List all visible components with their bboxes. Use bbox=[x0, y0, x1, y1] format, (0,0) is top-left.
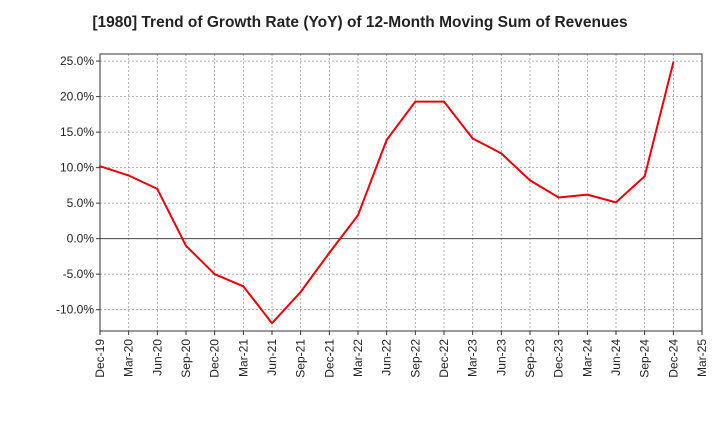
x-tick-label: Dec-22 bbox=[437, 339, 451, 378]
data-point bbox=[643, 175, 646, 178]
data-point bbox=[127, 174, 130, 177]
x-tick-label: Jun-24 bbox=[609, 339, 623, 376]
x-tick-label: Sep-24 bbox=[638, 339, 652, 378]
data-point bbox=[500, 152, 503, 155]
y-tick-label: 5.0% bbox=[67, 196, 95, 210]
data-point bbox=[99, 165, 101, 168]
plot-frame bbox=[99, 53, 703, 332]
data-point bbox=[156, 187, 159, 190]
x-tick-label: Jun-23 bbox=[494, 339, 508, 376]
x-tick-label: Dec-21 bbox=[322, 339, 336, 378]
data-point bbox=[471, 137, 474, 140]
x-tick-label: Jun-20 bbox=[150, 339, 164, 376]
data-point bbox=[385, 138, 388, 141]
data-point bbox=[213, 273, 216, 276]
data-point bbox=[242, 285, 245, 288]
data-point bbox=[586, 193, 589, 196]
data-point bbox=[357, 214, 359, 217]
grid-layer bbox=[100, 54, 702, 331]
x-tick-label: Dec-24 bbox=[666, 339, 680, 378]
series-layer bbox=[99, 61, 675, 325]
x-tick-label: Dec-23 bbox=[552, 339, 566, 378]
x-tick-label: Mar-24 bbox=[580, 339, 594, 377]
x-tick-label: Sep-21 bbox=[294, 339, 308, 378]
x-tick-label: Jun-22 bbox=[380, 339, 394, 376]
x-tick-label: Mar-25 bbox=[695, 339, 709, 377]
chart-title: [1980] Trend of Growth Rate (YoY) of 12-… bbox=[92, 14, 628, 31]
y-tick-label: 0.0% bbox=[67, 232, 95, 246]
x-tick-label: Sep-20 bbox=[179, 339, 193, 378]
series-line bbox=[99, 62, 675, 325]
x-tick-label: Sep-22 bbox=[408, 339, 422, 378]
x-tick-label: Jun-21 bbox=[265, 339, 279, 376]
y-tick-label: 10.0% bbox=[60, 161, 94, 175]
y-tick-label: 20.0% bbox=[60, 90, 94, 104]
axes-layer: 25.0% 20.0% 15.0% 10.0% 5.0% 0.0% -5.0% -10.0% D… bbox=[56, 53, 709, 378]
x-tick-label: Mar-22 bbox=[351, 339, 365, 377]
x-tick-label: Dec-19 bbox=[93, 339, 107, 378]
y-tick-label: -5.0% bbox=[63, 267, 95, 281]
data-point bbox=[615, 201, 617, 204]
data-point bbox=[672, 61, 675, 64]
data-point bbox=[271, 322, 273, 325]
x-tick-label: Dec-20 bbox=[208, 339, 222, 378]
x-tick-label: Mar-21 bbox=[236, 339, 250, 377]
x-tick-label: Mar-23 bbox=[466, 339, 480, 377]
y-tick-label: 15.0% bbox=[60, 125, 94, 139]
data-point bbox=[185, 244, 187, 247]
data-point bbox=[414, 100, 417, 103]
data-point bbox=[299, 290, 302, 293]
data-point bbox=[529, 179, 531, 182]
x-tick-label: Sep-23 bbox=[523, 339, 537, 378]
data-point bbox=[328, 251, 331, 254]
y-tick-label: -10.0% bbox=[56, 303, 94, 317]
y-tick-label: 25.0% bbox=[60, 54, 94, 68]
data-point bbox=[443, 100, 445, 103]
data-point bbox=[557, 196, 560, 199]
x-tick-label: Mar-20 bbox=[122, 339, 136, 377]
